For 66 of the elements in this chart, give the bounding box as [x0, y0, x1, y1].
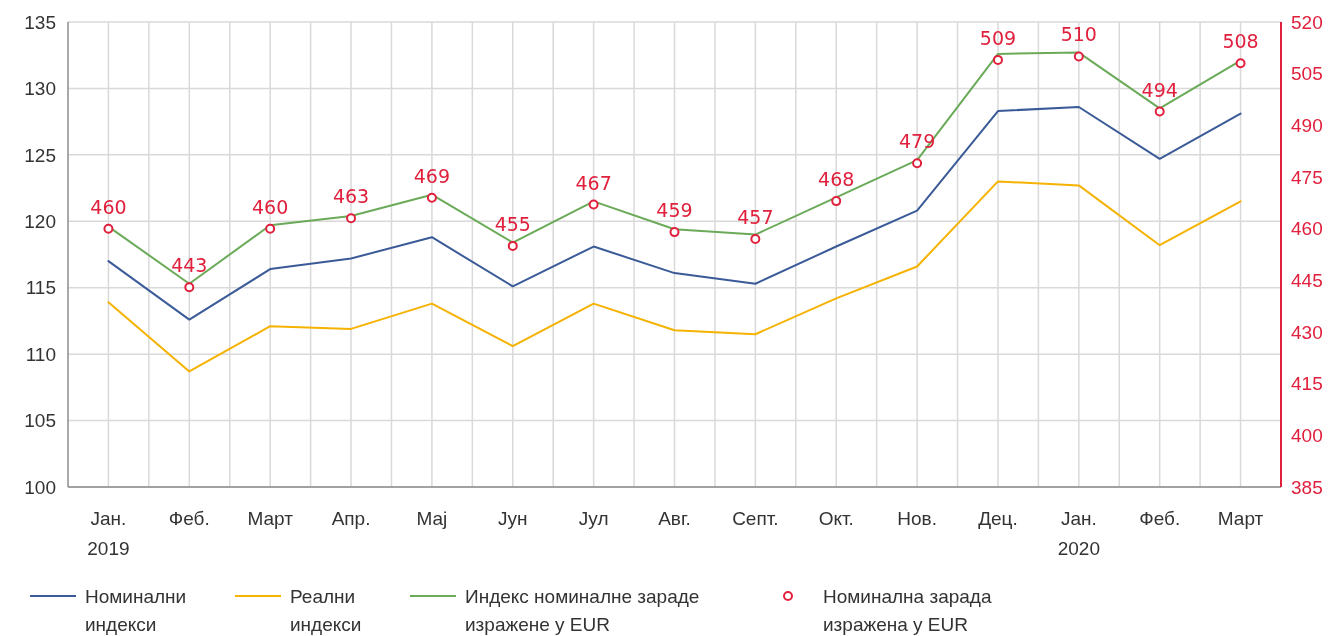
legend-label: Номинални индекси: [85, 585, 187, 635]
point: [426, 192, 437, 203]
point: [750, 234, 761, 244]
point: [831, 196, 842, 207]
y2-tick-label: 520: [1291, 11, 1323, 33]
data-label: 459: [656, 199, 693, 222]
y2-tick-label: 445: [1291, 269, 1323, 291]
x-tick-label: Авг.: [658, 508, 691, 529]
legend-label: Реални индекси: [290, 585, 362, 635]
data-label: 469: [413, 164, 451, 187]
y2-tick-label: 430: [1291, 321, 1323, 343]
data-label: 457: [737, 206, 774, 228]
y-tick-label: 100: [24, 476, 56, 498]
y2-tick-label: 460: [1291, 218, 1323, 240]
x-tick-label: Март: [1217, 508, 1264, 529]
point: [103, 223, 114, 234]
y2-tick-label: 415: [1291, 373, 1323, 395]
x-tick-label: Дец.: [978, 508, 1018, 529]
y2-tick-label: 385: [1291, 476, 1323, 498]
data-label: 510: [1060, 23, 1097, 46]
data-label: 460: [90, 195, 127, 218]
x-tick-label: Нов.: [897, 508, 937, 529]
data-label: 494: [1141, 78, 1178, 101]
x-tick-label: Јан. 2020: [1057, 508, 1100, 559]
x-tick-label: Јун: [498, 508, 528, 529]
point: [184, 282, 195, 293]
y2-tick-label: 490: [1291, 114, 1323, 136]
point: [669, 227, 680, 238]
point: [588, 199, 599, 210]
point: [507, 240, 518, 251]
point: [1154, 106, 1165, 117]
y2-tick-label: 505: [1291, 63, 1323, 85]
y-tick-label: 115: [25, 277, 56, 299]
x-tick-label: Јул: [578, 508, 609, 529]
data-label: 460: [252, 195, 289, 218]
legend-label: Номинална зарада изражена у EUR: [823, 585, 992, 635]
x-tick-label: Март: [247, 508, 294, 529]
point: [1073, 51, 1084, 62]
point: [992, 54, 1003, 65]
y2-tick-label: 400: [1291, 424, 1323, 446]
y-tick-label: 110: [25, 343, 56, 365]
point: [912, 158, 923, 169]
data-label: 455: [494, 212, 531, 235]
y-tick-label: 125: [24, 144, 56, 166]
x-tick-label: Септ.: [732, 508, 779, 529]
x-tick-label: Феб.: [168, 508, 210, 529]
x-tick-label: Окт.: [818, 508, 854, 529]
y2-tick-label: 475: [1291, 166, 1323, 188]
data-label: 508: [1222, 30, 1259, 53]
x-tick-label: Феб.: [1139, 508, 1181, 529]
data-label: 467: [575, 171, 612, 194]
y-tick-label: 130: [24, 78, 56, 100]
point: [1235, 58, 1246, 69]
y-tick-label: 120: [24, 210, 56, 232]
data-label: 463: [332, 185, 370, 208]
y-tick-label: 135: [24, 11, 56, 33]
x-tick-label: Јан. 2019: [87, 508, 130, 559]
point: [346, 213, 357, 224]
legend-label: Индекс номиналне зараде изражене у EUR: [465, 585, 700, 635]
point: [265, 223, 276, 234]
x-tick-label: Апр.: [331, 508, 371, 529]
data-label: 468: [818, 168, 855, 191]
data-label: 509: [979, 26, 1017, 49]
data-label: 443: [171, 254, 208, 277]
y-tick-label: 105: [24, 410, 56, 432]
x-tick-label: Мај: [416, 508, 448, 529]
